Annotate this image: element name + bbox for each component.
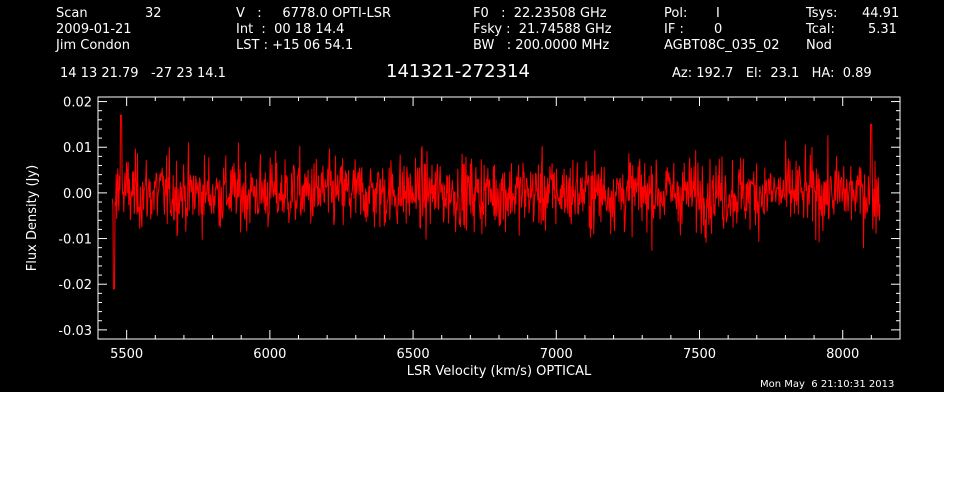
pointing-info: Az: 192.7 El: 23.1 HA: 0.89: [672, 66, 872, 81]
y-tick-label: -0.01: [58, 233, 92, 248]
tsys-label: Tsys:: [806, 6, 838, 21]
project-id: AGBT08C_035_02: [664, 38, 780, 53]
x-tick-label: 8000: [826, 347, 859, 362]
scan-number: 32: [145, 6, 162, 21]
polarization-value: I: [716, 6, 720, 21]
y-tick-label: 0.02: [63, 96, 92, 111]
tcal-label: Tcal:: [806, 22, 835, 37]
integration-info: Int : 00 18 14.4: [236, 22, 345, 37]
x-tick-label: 7500: [683, 347, 716, 362]
source-name: 141321-272314: [386, 61, 530, 82]
x-tick-label: 6500: [397, 347, 430, 362]
sky-frequency: Fsky : 21.74588 GHz: [473, 22, 612, 37]
plot-timestamp: Mon May 6 21:10:31 2013: [760, 379, 895, 390]
if-label: IF :: [664, 22, 684, 37]
if-value: 0: [714, 22, 723, 37]
y-tick-label: 0.00: [63, 187, 92, 202]
y-axis-label: Flux Density (Jy): [25, 165, 40, 271]
source-coordinates: 14 13 21.79 -27 23 14.1: [60, 66, 226, 81]
y-tick-label: -0.03: [58, 324, 92, 339]
x-tick-label: 6000: [253, 347, 286, 362]
bandwidth: BW : 200.0000 MHz: [473, 38, 610, 53]
lst-info: LST : +15 06 54.1: [236, 38, 354, 53]
x-tick-label: 7000: [540, 347, 573, 362]
scan-label: Scan: [56, 6, 88, 21]
y-tick-label: 0.01: [63, 141, 92, 156]
rest-frequency: F0 : 22.23508 GHz: [473, 6, 607, 21]
x-tick-label: 5500: [110, 347, 143, 362]
velocity-info: V : 6778.0 OPTI-LSR: [236, 6, 392, 21]
observer-name: Jim Condon: [56, 38, 130, 53]
x-axis-label: LSR Velocity (km/s) OPTICAL: [407, 364, 592, 379]
polarization-label: Pol:: [664, 6, 688, 21]
flux-density-series: [111, 114, 881, 290]
observation-date: 2009-01-21: [56, 22, 132, 37]
y-tick-label: -0.02: [58, 278, 92, 293]
tsys-value: 44.91: [862, 6, 900, 21]
tcal-value: 5.31: [868, 22, 897, 37]
spectrum-chart: 5500 6000 6500 7000 7500 8000 0.02 0.01 0.00 -0.0…: [25, 96, 901, 379]
mode-label: Nod: [806, 38, 832, 53]
